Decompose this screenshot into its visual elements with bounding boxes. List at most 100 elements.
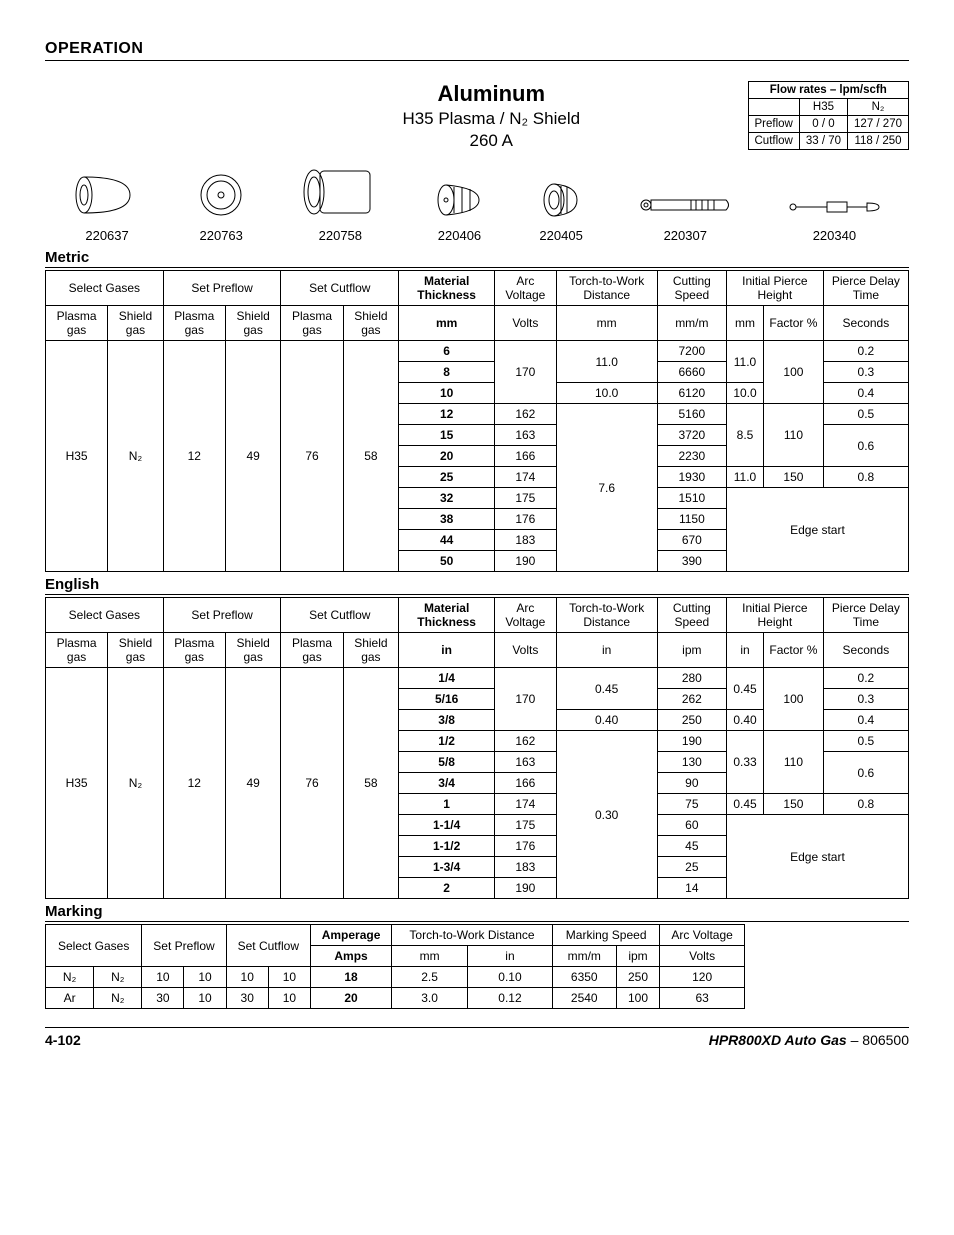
part-item: 220637 [72, 170, 142, 243]
cell-factor: 100 [764, 341, 824, 404]
cell-thickness: 25 [399, 467, 495, 488]
hdr-arc-voltage: Arc Voltage [495, 271, 556, 306]
cell-delay: 0.3 [823, 362, 908, 383]
part-number: 220307 [638, 228, 733, 243]
cell-delay: 0.6 [823, 425, 908, 467]
cell-preflow-p: 12 [163, 668, 225, 899]
sub-ipm: ipm [616, 946, 660, 967]
part-item: 220340 [787, 195, 882, 243]
cell-thickness: 2 [399, 878, 495, 899]
cell-delay: 0.2 [823, 341, 908, 362]
cell-thickness: 1 [399, 794, 495, 815]
cell-delay: 0.5 [823, 404, 908, 425]
sub-in: in [556, 633, 657, 668]
cell-voltage: 166 [495, 446, 556, 467]
mark-cell: 10 [184, 967, 226, 988]
cell-delay: 0.2 [823, 668, 908, 689]
mark-cell: 0.10 [468, 967, 553, 988]
cell-preflow-s: 49 [225, 668, 281, 899]
mark-cell: N₂ [46, 967, 94, 988]
cell-voltage: 162 [495, 731, 556, 752]
cell-voltage: 176 [495, 509, 556, 530]
hdr-cutting-speed: Cutting Speed [657, 598, 726, 633]
cell-delay: 0.3 [823, 689, 908, 710]
cell-ttw: 0.40 [556, 710, 657, 731]
hdr-arc-voltage: Arc Voltage [495, 598, 556, 633]
sub-factor: Factor % [764, 306, 824, 341]
title-block: Aluminum H35 Plasma / N₂ Shield 260 A [235, 81, 748, 151]
cell-speed: 5160 [657, 404, 726, 425]
cell-factor: 150 [764, 467, 824, 488]
cell-speed: 1510 [657, 488, 726, 509]
sub-shield-gas: Shield gas [225, 633, 281, 668]
cell-voltage: 166 [495, 773, 556, 794]
part-number: 220637 [72, 228, 142, 243]
cell-thickness: 38 [399, 509, 495, 530]
cell-speed: 130 [657, 752, 726, 773]
part-item: 220405 [539, 180, 584, 243]
metric-label: Metric [45, 249, 909, 268]
part-number: 220406 [434, 228, 484, 243]
flow-preflow-n2: 127 / 270 [848, 116, 909, 133]
cell-cutflow-s: 58 [343, 668, 399, 899]
hdr-material-thickness: Material Thickness [399, 598, 495, 633]
part-item: 220763 [196, 170, 246, 243]
cell-iph: 0.40 [726, 710, 763, 731]
cell-thickness: 1-1/4 [399, 815, 495, 836]
cell-voltage: 183 [495, 530, 556, 551]
mark-cell: N₂ [94, 967, 142, 988]
cell-thickness: 1/4 [399, 668, 495, 689]
cell-preflow-s: 49 [225, 341, 281, 572]
part-number: 220405 [539, 228, 584, 243]
flow-cutflow-n2: 118 / 250 [848, 133, 909, 150]
retaining-cap-icon [300, 165, 380, 220]
cell-speed: 262 [657, 689, 726, 710]
cell-speed: 90 [657, 773, 726, 794]
cell-factor: 110 [764, 404, 824, 467]
cell-voltage: 174 [495, 467, 556, 488]
cell-speed: 1150 [657, 509, 726, 530]
sub-plasma-gas: Plasma gas [281, 633, 343, 668]
mark-cell: 10 [268, 967, 310, 988]
water-tube-icon [787, 195, 882, 220]
cell-plasma: H35 [46, 668, 108, 899]
cell-speed: 3720 [657, 425, 726, 446]
sub-shield-gas: Shield gas [108, 633, 164, 668]
cell-speed: 390 [657, 551, 726, 572]
cell-voltage: 170 [495, 668, 556, 731]
flow-col-h35: H35 [799, 99, 847, 116]
sub-shield-gas: Shield gas [343, 306, 399, 341]
flow-cutflow-h35: 33 / 70 [799, 133, 847, 150]
part-item: 220406 [434, 180, 484, 243]
shield-icon [196, 170, 246, 220]
cell-thickness: 5/16 [399, 689, 495, 710]
mark-cell: 30 [226, 988, 268, 1009]
amperage-title: 260 A [235, 131, 748, 151]
cell-thickness: 3/4 [399, 773, 495, 794]
sub-mm: mm [556, 306, 657, 341]
sub-factor: Factor % [764, 633, 824, 668]
cell-voltage: 175 [495, 488, 556, 509]
parts-row: 220637 220763 220758 220406 220405 22030… [45, 165, 909, 243]
doc-number: 806500 [862, 1032, 909, 1048]
flow-rates-table: Flow rates – lpm/scfh H35 N₂ Preflow 0 /… [748, 81, 910, 150]
hdr-set-preflow: Set Preflow [163, 271, 281, 306]
mark-cell: 10 [142, 967, 184, 988]
cell-speed: 2230 [657, 446, 726, 467]
sub-mm: mm [392, 946, 468, 967]
product-name: HPR800XD Auto Gas [709, 1032, 847, 1048]
cell-thickness: 32 [399, 488, 495, 509]
mark-cell: 0.12 [468, 988, 553, 1009]
sub-amps: Amps [310, 946, 391, 967]
mark-cell: 250 [616, 967, 660, 988]
sub-plasma-gas: Plasma gas [46, 633, 108, 668]
cell-delay: 0.8 [823, 794, 908, 815]
cell-voltage: 163 [495, 425, 556, 446]
mark-cell: 10 [268, 988, 310, 1009]
swirl-ring-icon [539, 180, 584, 220]
shield-cap-icon [72, 170, 142, 220]
metric-table: Select Gases Set Preflow Set Cutflow Mat… [45, 270, 909, 572]
cell-speed: 25 [657, 857, 726, 878]
cell-speed: 190 [657, 731, 726, 752]
sub-seconds: Seconds [823, 306, 908, 341]
